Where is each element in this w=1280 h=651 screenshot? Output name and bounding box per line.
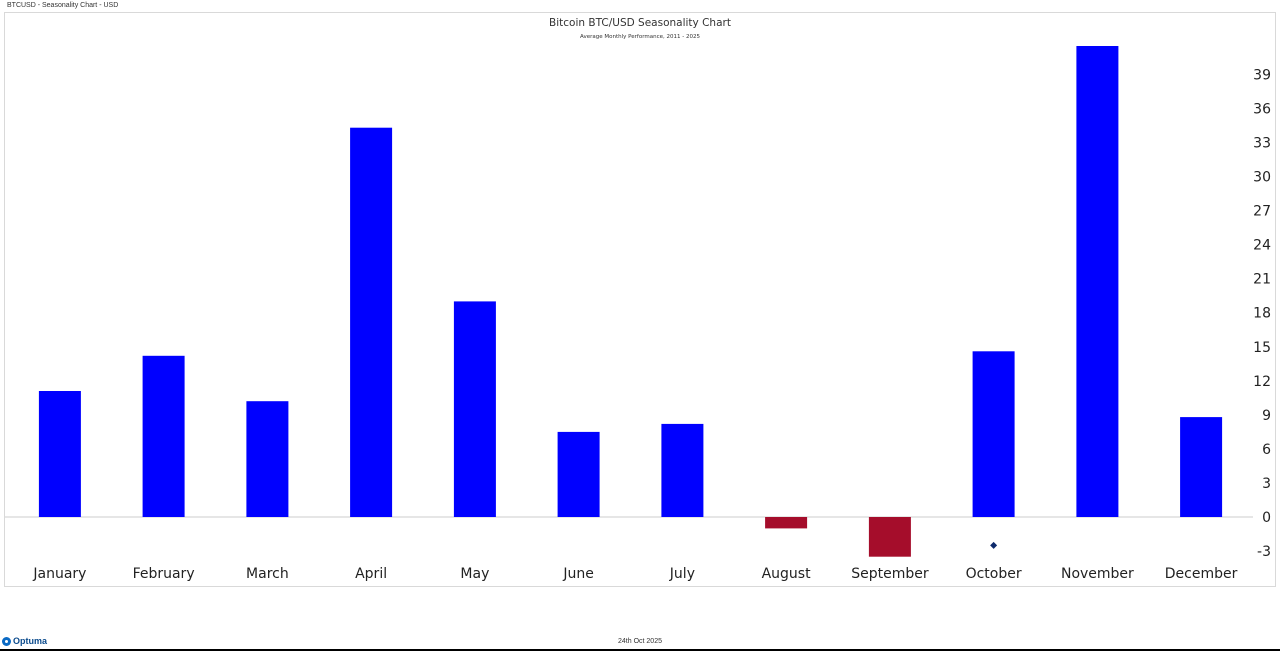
bar-september [868, 517, 911, 557]
bar-december [1180, 417, 1223, 517]
x-tick-label-may: May [460, 566, 489, 582]
bar-october [972, 351, 1015, 517]
bottom-border [0, 649, 1280, 651]
x-tick-label-july: July [669, 566, 695, 582]
optuma-logo: Optuma [2, 636, 47, 646]
y-tick-label: 0 [1262, 510, 1271, 526]
bar-june [557, 431, 600, 517]
x-tick-label-march: March [246, 566, 289, 582]
window-title: BTCUSD - Seasonality Chart - USD [7, 2, 119, 9]
x-tick-label-august: August [762, 566, 812, 582]
y-tick-label: 15 [1253, 340, 1271, 356]
bar-may [453, 301, 496, 517]
y-tick-label: 27 [1253, 204, 1271, 220]
footer: Optuma 24th Oct 2025 [0, 633, 1280, 651]
y-tick-label: 18 [1253, 306, 1271, 322]
y-tick-label: 12 [1253, 374, 1271, 390]
optuma-logo-text: Optuma [13, 636, 48, 646]
bar-july [661, 423, 704, 517]
x-tick-label-december: December [1165, 566, 1238, 582]
y-tick-label: 3 [1262, 476, 1271, 492]
bar-november [1076, 46, 1119, 517]
x-tick-label-february: February [133, 566, 195, 582]
marker-october [990, 541, 998, 549]
bar-march [246, 401, 289, 517]
bar-january [38, 391, 81, 517]
x-tick-label-january: January [32, 566, 86, 582]
bar-august [765, 517, 808, 529]
x-tick-label-april: April [355, 566, 387, 582]
y-tick-label: 36 [1253, 101, 1271, 117]
chart-title: Bitcoin BTC/USD Seasonality Chart [549, 17, 731, 29]
y-tick-label: 24 [1253, 238, 1271, 254]
chart-frame [4, 12, 1276, 587]
y-tick-label: 6 [1262, 442, 1271, 458]
x-tick-label-october: October [966, 566, 1022, 582]
y-tick-label: 33 [1253, 135, 1271, 151]
optuma-logo-icon [2, 636, 11, 646]
bar-april [350, 127, 393, 517]
y-tick-label: -3 [1257, 544, 1271, 560]
x-tick-label-september: September [851, 566, 929, 582]
y-tick-label: 30 [1253, 170, 1271, 186]
y-tick-label: 9 [1262, 408, 1271, 424]
x-tick-label-june: June [562, 566, 594, 582]
footer-date: 24th Oct 2025 [618, 638, 662, 645]
bar-february [142, 355, 185, 517]
y-tick-label: 39 [1253, 67, 1271, 83]
x-tick-label-november: November [1061, 566, 1134, 582]
y-tick-label: 21 [1253, 272, 1271, 288]
chart-subtitle: Average Monthly Performance, 2011 - 2025 [580, 34, 700, 40]
